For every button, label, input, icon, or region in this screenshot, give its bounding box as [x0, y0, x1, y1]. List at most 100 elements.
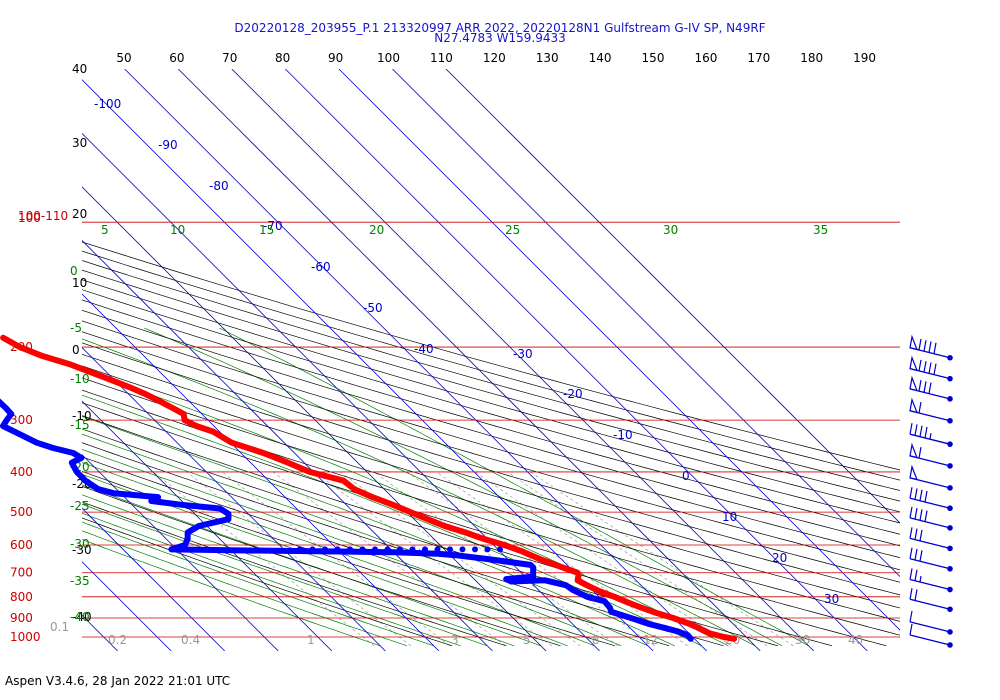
wind-barb [909, 623, 953, 648]
mixing-ratio-label: 3 [451, 633, 459, 647]
wind-barb [909, 375, 953, 402]
wind-barb-dot [947, 485, 953, 491]
top-axis-label: 100 [377, 51, 400, 65]
mixing-ratio-line [340, 471, 581, 647]
moist-adiabat-line [82, 494, 515, 647]
moist-adiabat-line [144, 327, 782, 647]
wind-barb-flag [909, 568, 913, 580]
wind-barb-half-flag [919, 575, 922, 583]
moist-adiabat-top-label: 35 [813, 223, 828, 237]
dry-adiabat-line [82, 501, 507, 647]
wind-barb-flag [923, 381, 927, 393]
moist-adiabat-left-label: -35 [70, 574, 90, 588]
height-label: 0 [72, 343, 80, 357]
isotherm-label: -80 [209, 179, 229, 193]
wind-barb-flag [923, 361, 927, 373]
pressure-label: 1000 [10, 630, 41, 644]
dewpoint-dot [484, 546, 491, 553]
wind-barb [909, 506, 953, 531]
wind-barb [909, 423, 953, 447]
pressure-label: 600 [10, 538, 33, 552]
wind-barb-pennant [909, 397, 918, 414]
wind-barb-flag [909, 423, 913, 435]
wind-barb-flag [914, 548, 918, 561]
mixing-ratio-line [530, 471, 794, 647]
dewpoint-dot [434, 546, 441, 553]
wind-barb-staff [909, 578, 951, 591]
dewpoint-dot [409, 546, 416, 553]
pressure-label: 300 [10, 413, 33, 427]
isobars [82, 221, 900, 638]
moist-adiabat-left-label: -30 [70, 537, 90, 551]
isotherm-label: -60 [311, 260, 331, 274]
mixing-ratio-label: 0.4 [181, 633, 200, 647]
top-axis-label: 140 [589, 51, 612, 65]
wind-barb-pennant [909, 442, 918, 459]
moist-adiabat-line [82, 473, 568, 647]
mixing-ratio-line [222, 471, 451, 647]
footer-version: Aspen V3.4.6, 28 Jan 2022 21:01 UTC [5, 674, 231, 688]
mixing-ratio-line [475, 471, 732, 647]
moist-adiabat-line [82, 530, 408, 647]
isotherm-line [82, 132, 600, 651]
pressure-label: 900 [10, 611, 33, 625]
wind-barb-dot [947, 417, 953, 424]
wind-barb-flag [909, 610, 913, 623]
mixing-ratio-line [272, 471, 507, 647]
moist-adiabat-top-label: 30 [663, 223, 678, 237]
isotherm-line [82, 561, 172, 651]
isotherm-line [392, 69, 900, 578]
moist-adiabat-left-label: -10 [70, 372, 90, 386]
temperature-profile [0, 334, 738, 642]
dewpoint-dot [359, 546, 366, 553]
wind-barb-dot [947, 396, 953, 402]
wind-barb-flag [919, 489, 923, 501]
pressure-label: 100 [18, 211, 41, 225]
isotherm-label: -30 [513, 347, 533, 361]
wind-barb-staff [909, 558, 951, 570]
isotherm-line [0, 69, 11, 651]
isotherm-line [177, 69, 761, 651]
pressure-label: 700 [10, 566, 33, 580]
top-axis-label: 120 [483, 51, 506, 65]
isotherm-line [338, 69, 900, 631]
wind-barb-staff [909, 634, 951, 646]
wind-barb-flag [928, 362, 932, 374]
wind-barb-flag [919, 550, 923, 562]
dewpoint-profile [0, 398, 694, 642]
dry-adiabat-line [82, 402, 887, 647]
isotherm-line [82, 79, 654, 651]
dewpoint-dot [397, 546, 403, 553]
dewpoint-dot [384, 546, 391, 553]
axis-labels: 1002003004005006007008009001000100-11050… [10, 51, 876, 647]
mixing-ratio-label: 1 [307, 633, 315, 647]
wind-barb [909, 487, 953, 512]
moist-adiabat-left-label: -5 [70, 321, 82, 335]
dewpoint-dot [309, 546, 316, 553]
wind-barb-flag [914, 569, 918, 581]
chart-title-line-2: N27.4783 W159.9433 [434, 31, 566, 45]
isotherm-label: -10 [613, 428, 633, 442]
top-axis-label: 190 [853, 51, 876, 65]
moist-adiabat-line [82, 512, 461, 647]
wind-barb-flag [909, 506, 913, 518]
moist-adiabat-top-label: 10 [170, 223, 185, 237]
wind-barb-pennant [909, 375, 918, 392]
dry-adiabats [82, 241, 900, 647]
isotherm-label: -100 [94, 97, 121, 111]
top-pressure-range-label: 100-110 [18, 209, 68, 223]
wind-barb [909, 442, 953, 469]
wind-barb [909, 588, 953, 613]
moist-adiabat-line [82, 462, 595, 647]
top-axis-label: 130 [536, 51, 559, 65]
wind-barb-pennant [909, 334, 918, 351]
top-axis-label: 180 [800, 51, 823, 65]
wind-barb-flag [923, 340, 927, 352]
wind-barb [909, 464, 953, 491]
height-label: 20 [72, 207, 87, 221]
mixing-ratio-label: 5 [523, 633, 531, 647]
moist-adiabat-line [82, 484, 541, 647]
isotherm-line [445, 69, 900, 524]
mixing-ratio-line [436, 471, 688, 647]
